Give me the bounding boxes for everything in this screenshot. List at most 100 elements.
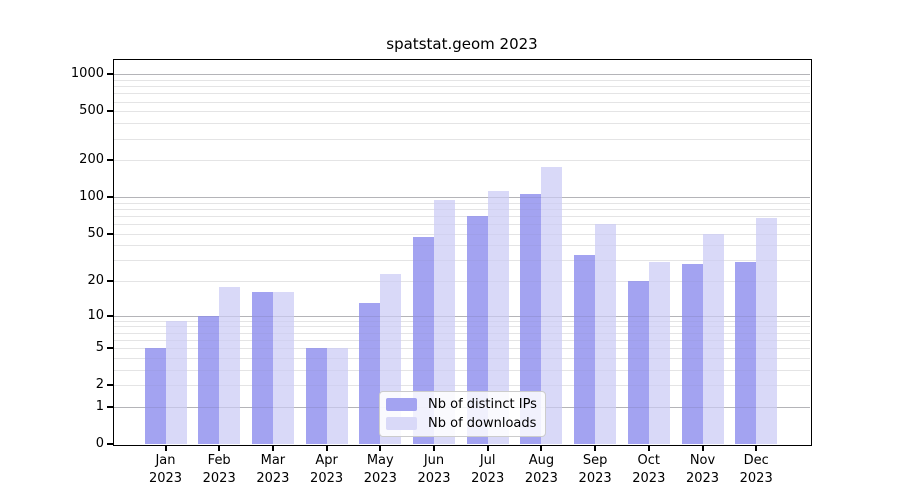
gridline-minor xyxy=(114,357,810,359)
gridline-minor-overlay xyxy=(114,260,810,262)
gridline-minor-overlay xyxy=(114,160,810,162)
gridline-minor-overlay xyxy=(114,101,810,103)
x-tick-label: May 2023 xyxy=(348,452,412,487)
x-tick-label-line: 2023 xyxy=(202,470,236,486)
x-tick-label-line: 2023 xyxy=(417,470,451,486)
gridline-minor-overlay xyxy=(114,245,810,247)
x-tick xyxy=(701,446,704,451)
chart-title: spatstat.geom 2023 xyxy=(386,35,538,53)
gridline-major xyxy=(114,315,810,317)
gridline-minor xyxy=(114,202,810,204)
y-tick-label: 10 xyxy=(87,307,104,323)
bar-downloads xyxy=(165,320,187,444)
gridline-minor-overlay xyxy=(114,80,810,81)
bar-downloads xyxy=(756,217,778,444)
x-tick-label-line: Feb xyxy=(207,453,231,468)
x-tick-label-line: Mar xyxy=(260,453,286,468)
x-tick-label: Jan 2023 xyxy=(134,452,198,487)
bar-distinct-ips xyxy=(466,215,488,444)
gridline-minor-overlay xyxy=(114,281,810,283)
bar-downloads xyxy=(326,348,348,444)
gridline-minor xyxy=(114,215,810,217)
y-tick xyxy=(107,196,114,199)
x-tick-label-line: 2023 xyxy=(471,470,505,486)
x-tick-label-line: 2023 xyxy=(578,470,612,486)
y-tick xyxy=(107,405,114,408)
x-tick-label-line: 2023 xyxy=(632,470,666,486)
x-tick xyxy=(379,446,382,451)
bar-distinct-ips xyxy=(198,315,220,444)
x-tick-label: Feb 2023 xyxy=(187,452,251,487)
gridline-minor-overlay xyxy=(114,138,810,140)
x-tick-label-line: Jul xyxy=(479,453,496,468)
gridline-major xyxy=(114,74,810,76)
gridline-minor-overlay xyxy=(114,208,810,210)
x-tick-label-line: May xyxy=(366,453,394,468)
x-tick-label: Sep 2023 xyxy=(563,452,627,487)
y-tick-label: 50 xyxy=(87,225,104,241)
y-tick xyxy=(107,443,114,445)
x-tick-label: Jun 2023 xyxy=(402,452,466,487)
bar-distinct-ips xyxy=(251,292,273,444)
x-tick-label-line: Dec xyxy=(743,453,769,468)
legend-label-distinct-ips: Nb of distinct IPs xyxy=(428,397,537,412)
y-tick xyxy=(107,280,114,283)
legend-entry-downloads: Nb of downloads xyxy=(386,416,539,431)
x-tick-label-line: 2023 xyxy=(363,470,397,486)
gridline-minor xyxy=(114,111,810,113)
y-tick-label: 200 xyxy=(79,152,104,168)
gridline-minor xyxy=(114,123,810,125)
x-tick xyxy=(540,446,543,451)
gridline-minor-overlay xyxy=(114,93,810,95)
gridline-minor-overlay xyxy=(114,202,810,204)
x-tick-label-line: 2023 xyxy=(685,470,720,486)
x-tick xyxy=(755,446,758,451)
gridline-minor-overlay xyxy=(114,332,810,334)
gridline-minor-overlay xyxy=(114,111,810,113)
gridline-minor xyxy=(114,93,810,95)
x-tick-label-line: Sep xyxy=(582,453,608,468)
gridline-minor xyxy=(114,281,810,283)
y-tick xyxy=(107,384,114,387)
gridline-minor xyxy=(114,326,810,328)
bar-downloads xyxy=(648,262,670,444)
bar-downloads xyxy=(595,224,617,444)
x-tick-label-line: 2023 xyxy=(739,470,773,486)
gridline-minor-overlay xyxy=(114,86,810,88)
gridline-minor xyxy=(114,369,810,371)
x-tick xyxy=(271,446,274,451)
x-tick-label-line: Nov xyxy=(689,453,716,468)
gridline-minor xyxy=(114,332,810,334)
x-tick-label-line: Jan xyxy=(155,453,176,468)
x-tick-label: Dec 2023 xyxy=(724,452,788,487)
gridline-major-overlay xyxy=(114,74,810,76)
y-tick xyxy=(107,159,114,162)
y-tick-label: 0 xyxy=(95,436,104,451)
bar-distinct-ips xyxy=(574,255,596,444)
gridline-major xyxy=(114,197,810,199)
x-tick-label: Aug 2023 xyxy=(509,452,573,487)
gridline-minor-overlay xyxy=(114,357,810,359)
gridline-minor xyxy=(114,320,810,322)
bar-downloads xyxy=(434,200,455,444)
gridline-minor xyxy=(114,86,810,88)
gridline-minor-overlay xyxy=(114,369,810,371)
gridline-minor xyxy=(114,80,810,81)
x-tick-label-line: Apr xyxy=(315,453,338,468)
gridline-minor xyxy=(114,208,810,210)
bar-distinct-ips xyxy=(144,348,166,444)
gridline-minor xyxy=(114,224,810,226)
gridline-minor-overlay xyxy=(114,339,810,341)
bar-downloads xyxy=(702,233,724,444)
legend-label-downloads: Nb of downloads xyxy=(428,416,537,431)
y-tick xyxy=(107,232,114,235)
x-tick xyxy=(594,446,597,451)
x-tick-label-line: 2023 xyxy=(524,470,558,486)
x-tick-label-line: 2023 xyxy=(148,470,183,486)
bar-distinct-ips xyxy=(627,281,649,444)
gridline-minor xyxy=(114,138,810,140)
x-tick-label-line: 2023 xyxy=(310,470,344,486)
x-tick-label: Nov 2023 xyxy=(671,452,735,487)
gridline-minor-overlay xyxy=(114,320,810,322)
